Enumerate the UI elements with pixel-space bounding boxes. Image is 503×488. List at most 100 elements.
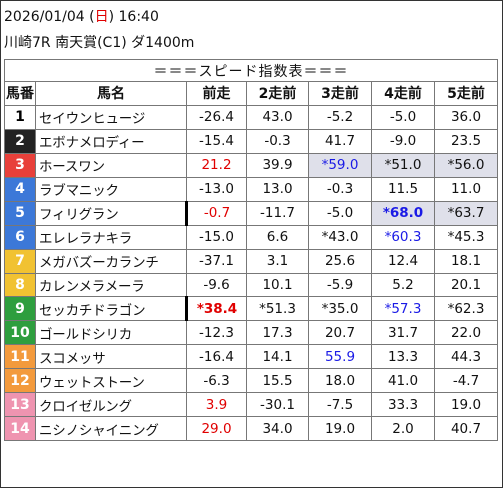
speed-index-cell: *45.3 (434, 224, 498, 250)
speed-index-cell: *63.7 (434, 200, 498, 226)
speed-index-cell: -15.4 (186, 128, 247, 154)
speed-index-cell: 40.7 (434, 416, 498, 442)
col-header-number: 馬番 (4, 81, 36, 106)
speed-index-cell: -12.3 (186, 320, 247, 346)
speed-index-cell: 3.9 (186, 392, 247, 418)
speed-index-cell: -7.5 (308, 392, 372, 418)
speed-index-cell: *56.0 (434, 152, 498, 178)
table-row: 12 ウェットストーン -6.3 15.5 18.0 41.0 -4.7 (4, 368, 498, 394)
horse-number: 8 (4, 272, 36, 298)
horse-number: 14 (4, 416, 36, 442)
speed-index-cell: 18.1 (434, 248, 498, 274)
speed-index-cell: *57.3 (371, 296, 435, 322)
speed-index-cell: *38.4 (185, 296, 247, 322)
horse-name: ウェットストーン (35, 368, 187, 394)
table-row: 7 メガバズーカランチ -37.1 3.1 25.6 12.4 18.1 (4, 248, 498, 274)
speed-index-cell: -9.6 (186, 272, 247, 298)
horse-name: クロイゼルング (35, 392, 187, 418)
table-title: ＝＝＝スピード指数表＝＝＝ (4, 59, 498, 82)
speed-index-cell: *59.0 (308, 152, 372, 178)
speed-index-cell: 41.7 (308, 128, 372, 154)
col-header-last: 前走 (186, 81, 247, 106)
speed-index-cell: 41.0 (371, 368, 435, 394)
speed-index-cell: *43.0 (308, 224, 372, 250)
col-header-name: 馬名 (35, 81, 187, 106)
speed-index-cell: *51.0 (371, 152, 435, 178)
table-header-row: 馬番 馬名 前走 2走前 3走前 4走前 5走前 (4, 81, 498, 106)
horse-number: 7 (4, 248, 36, 274)
speed-index-cell: -0.3 (308, 176, 372, 202)
table-row: 6 エレレラナキラ -15.0 6.6 *43.0 *60.3 *45.3 (4, 224, 498, 250)
speed-index-cell: -5.0 (308, 200, 372, 226)
speed-index-cell: 11.5 (371, 176, 435, 202)
table-row: 3 ホースワン 21.2 39.9 *59.0 *51.0 *56.0 (4, 152, 498, 178)
horse-number: 12 (4, 368, 36, 394)
speed-index-cell: -0.3 (246, 128, 309, 154)
speed-index-cell: -6.3 (186, 368, 247, 394)
horse-name: エレレラナキラ (35, 224, 187, 250)
speed-index-cell: -37.1 (186, 248, 247, 274)
horse-name: セッカチドラゴン (35, 296, 187, 322)
speed-index-cell: 15.5 (246, 368, 309, 394)
speed-index-cell: -26.4 (186, 104, 247, 130)
col-header-4th: 4走前 (371, 81, 435, 106)
horse-name: スコメッサ (35, 344, 187, 370)
speed-index-cell: 39.9 (246, 152, 309, 178)
horse-name: ホースワン (35, 152, 187, 178)
speed-index-cell: 29.0 (186, 416, 247, 442)
speed-index-cell: 11.0 (434, 176, 498, 202)
horse-number: 11 (4, 344, 36, 370)
table-row: 1 セイウンヒュージ -26.4 43.0 -5.2 -5.0 36.0 (4, 104, 498, 130)
horse-name: カレンメラメーラ (35, 272, 187, 298)
horse-number: 4 (4, 176, 36, 202)
horse-name: フィリグラン (35, 200, 187, 226)
race-time: ) 16:40 (108, 9, 159, 25)
speed-index-cell: 20.7 (308, 320, 372, 346)
table-title-row: ＝＝＝スピード指数表＝＝＝ (4, 59, 498, 82)
horse-number: 9 (4, 296, 36, 322)
speed-index-cell: 13.0 (246, 176, 309, 202)
horse-number: 5 (4, 200, 36, 226)
horse-number: 1 (4, 104, 36, 130)
speed-index-cell: 20.1 (434, 272, 498, 298)
speed-index-cell: -15.0 (186, 224, 247, 250)
horse-name: セイウンヒュージ (35, 104, 187, 130)
speed-index-cell: *60.3 (371, 224, 435, 250)
speed-index-cell: -9.0 (371, 128, 435, 154)
speed-index-table: ＝＝＝スピード指数表＝＝＝ 馬番 馬名 前走 2走前 3走前 4走前 5走前 1… (4, 59, 498, 442)
horse-number: 2 (4, 128, 36, 154)
speed-index-cell: 14.1 (246, 344, 309, 370)
horse-name: ニシノシャイニング (35, 416, 187, 442)
speed-index-cell: 34.0 (246, 416, 309, 442)
race-date: 2026/01/04 ( (4, 9, 95, 25)
table-row: 8 カレンメラメーラ -9.6 10.1 -5.9 5.2 20.1 (4, 272, 498, 298)
speed-index-cell: 21.2 (186, 152, 247, 178)
speed-index-cell: *51.3 (246, 296, 309, 322)
speed-index-cell: 33.3 (371, 392, 435, 418)
table-row: 5 フィリグラン -0.7 -11.7 -5.0 *68.0 *63.7 (4, 200, 498, 226)
speed-index-cell: -5.2 (308, 104, 372, 130)
speed-index-cell: 19.0 (308, 416, 372, 442)
table-row: 13 クロイゼルング 3.9 -30.1 -7.5 33.3 19.0 (4, 392, 498, 418)
speed-index-cell: 10.1 (246, 272, 309, 298)
horse-name: ラブマニック (35, 176, 187, 202)
speed-index-cell: 18.0 (308, 368, 372, 394)
horse-number: 6 (4, 224, 36, 250)
speed-index-cell: 44.3 (434, 344, 498, 370)
speed-index-cell: *68.0 (371, 200, 435, 226)
table-row: 10 ゴールドシリカ -12.3 17.3 20.7 31.7 22.0 (4, 320, 498, 346)
speed-index-cell: 23.5 (434, 128, 498, 154)
speed-index-cell: 13.3 (371, 344, 435, 370)
speed-index-cell: 5.2 (371, 272, 435, 298)
speed-index-cell: -16.4 (186, 344, 247, 370)
speed-index-cell: -4.7 (434, 368, 498, 394)
col-header-5th: 5走前 (434, 81, 498, 106)
col-header-3rd: 3走前 (308, 81, 372, 106)
speed-index-cell: 19.0 (434, 392, 498, 418)
speed-index-cell: 12.4 (371, 248, 435, 274)
speed-index-cell: 31.7 (371, 320, 435, 346)
table-row: 4 ラブマニック -13.0 13.0 -0.3 11.5 11.0 (4, 176, 498, 202)
horse-number: 10 (4, 320, 36, 346)
speed-index-cell: 43.0 (246, 104, 309, 130)
speed-index-cell: -5.0 (371, 104, 435, 130)
